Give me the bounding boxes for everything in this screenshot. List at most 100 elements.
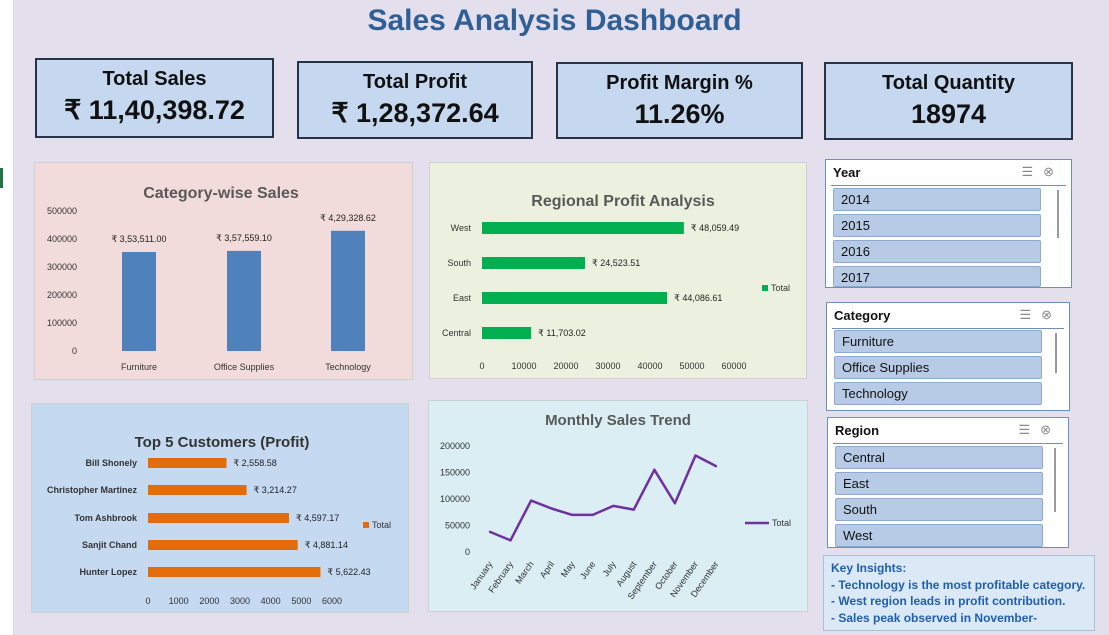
y-tick-label: 300000 xyxy=(47,262,77,272)
regional-profit-chart: Regional Profit Analysis West ₹ 48,059.49 S… xyxy=(429,162,807,379)
slicer-scrollbar[interactable] xyxy=(1057,190,1059,238)
page-title: Sales Analysis Dashboard xyxy=(367,4,742,37)
bar-customer xyxy=(148,485,247,495)
bar-office-supplies xyxy=(227,250,261,351)
x-tick-label: 60000 xyxy=(721,361,746,371)
clear-filter-icon[interactable]: ⊗ xyxy=(1040,422,1061,437)
regional-profit-plot: Regional Profit Analysis West ₹ 48,059.49 S… xyxy=(442,193,790,371)
slicer-item-2016[interactable]: 2016 xyxy=(833,240,1041,263)
x-tick-label: Office Supplies xyxy=(214,362,275,372)
kpi-value: ₹ 1,28,372.64 xyxy=(331,98,499,128)
bar-customer xyxy=(148,567,321,577)
kpi-total-quantity: Total Quantity 18974 xyxy=(824,62,1073,140)
data-point xyxy=(509,539,512,542)
legend-label: Total xyxy=(771,283,790,293)
region-slicer: Region ☰⊗ Central East South West xyxy=(827,417,1069,548)
series-line-total xyxy=(489,454,717,542)
kpi-total-sales: Total Sales ₹ 11,40,398.72 xyxy=(35,58,274,138)
x-tick-label: 10000 xyxy=(511,361,536,371)
insights-heading: Key Insights: xyxy=(831,561,907,575)
data-point xyxy=(591,513,594,517)
x-tick-label: 5000 xyxy=(291,596,311,606)
kpi-value: ₹ 11,40,398.72 xyxy=(64,95,245,125)
y-tick-label: 150000 xyxy=(440,468,470,478)
x-tick-label: April xyxy=(538,559,557,579)
data-label: ₹ 11,703.02 xyxy=(538,328,586,338)
slicer-item-central[interactable]: Central xyxy=(835,446,1043,469)
bar-customer xyxy=(148,513,289,523)
top-customers-chart: Top 5 Customers (Profit) Bill Shonely ₹ 2,… xyxy=(31,403,409,613)
data-label: ₹ 4,597.17 xyxy=(296,513,339,523)
multi-select-icon[interactable]: ☰ xyxy=(1019,307,1042,322)
x-tick-label: 30000 xyxy=(595,361,620,371)
data-label: ₹ 24,523.51 xyxy=(592,258,640,268)
slicer-item-2017[interactable]: 2017 xyxy=(833,266,1041,287)
kpi-total-profit: Total Profit ₹ 1,28,372.64 xyxy=(297,61,533,139)
x-tick-label: 6000 xyxy=(322,596,342,606)
data-label: ₹ 4,29,328.62 xyxy=(320,213,376,223)
y-tick-label: 400000 xyxy=(47,234,77,244)
data-label: ₹ 2,558.58 xyxy=(233,458,276,468)
slicer-item-west[interactable]: West xyxy=(835,524,1043,547)
data-label: ₹ 3,57,559.10 xyxy=(216,233,272,243)
slicer-title: Category xyxy=(834,308,891,323)
slicer-item-furniture[interactable]: Furniture xyxy=(834,330,1042,353)
y-tick-label: Bill Shonely xyxy=(85,458,137,468)
bar-technology xyxy=(331,230,365,351)
x-tick-label: 3000 xyxy=(230,596,250,606)
clear-filter-icon[interactable]: ⊗ xyxy=(1041,307,1062,322)
insight-line: - West region leads in profit contributi… xyxy=(831,594,1066,608)
slicer-item-2015[interactable]: 2015 xyxy=(833,214,1041,237)
legend-label: Total xyxy=(772,518,791,528)
x-tick-label: 40000 xyxy=(637,361,662,371)
chart-title: Top 5 Customers (Profit) xyxy=(135,434,310,451)
legend-swatch xyxy=(363,522,369,528)
category-slicer: Category ☰⊗ Furniture Office Supplies Te… xyxy=(826,302,1070,411)
data-point xyxy=(714,464,718,468)
year-slicer: Year ☰⊗ 2014 2015 2016 2017 xyxy=(825,159,1072,288)
x-tick-label: May xyxy=(559,559,577,579)
clear-filter-icon[interactable]: ⊗ xyxy=(1043,164,1064,179)
x-tick-label: Furniture xyxy=(121,362,157,372)
x-tick-label: 20000 xyxy=(553,361,578,371)
bar-west xyxy=(482,222,684,234)
data-point xyxy=(529,499,533,502)
x-tick-label: 1000 xyxy=(169,596,189,606)
x-tick-label: 0 xyxy=(479,361,484,371)
legend-swatch xyxy=(762,285,768,291)
slicer-item-2014[interactable]: 2014 xyxy=(833,188,1041,211)
bar-customer xyxy=(148,458,227,468)
key-insights-box: Key Insights: - Technology is the most p… xyxy=(823,555,1095,631)
slicer-title: Year xyxy=(833,165,861,180)
top-customers-plot: Top 5 Customers (Profit) Bill Shonely ₹ 2,… xyxy=(47,434,391,606)
y-tick-label: East xyxy=(453,293,472,303)
slicer-item-office-supplies[interactable]: Office Supplies xyxy=(834,356,1042,379)
x-tick-label: 0 xyxy=(145,596,150,606)
multi-select-icon[interactable]: ☰ xyxy=(1021,164,1044,179)
slicer-scrollbar[interactable] xyxy=(1055,333,1057,373)
kpi-value: 18974 xyxy=(910,99,987,129)
y-tick-label: 0 xyxy=(465,547,470,557)
bar-south xyxy=(482,257,585,269)
monthly-sales-plot: Monthly Sales Trend 0 50000 100000 150000 200… xyxy=(440,412,791,601)
data-label: ₹ 3,214.27 xyxy=(254,485,297,495)
multi-select-icon[interactable]: ☰ xyxy=(1018,422,1041,437)
slicer-item-east[interactable]: East xyxy=(835,472,1043,495)
x-tick-label: Technology xyxy=(325,362,371,372)
insight-line: - Technology is the most profitable cate… xyxy=(831,577,1086,592)
kpi-profit-margin: Profit Margin % 11.26% xyxy=(556,62,803,139)
y-tick-label: 50000 xyxy=(445,521,470,531)
chart-title: Category-wise Sales xyxy=(143,185,299,202)
x-tick-label: 2000 xyxy=(199,596,219,606)
x-tick-label: 50000 xyxy=(679,361,704,371)
data-point xyxy=(550,507,553,510)
kpi-label: Total Sales xyxy=(102,68,207,90)
slicer-item-technology[interactable]: Technology xyxy=(834,382,1042,405)
kpi-label: Total Quantity xyxy=(882,72,1015,94)
kpi-label: Profit Margin % xyxy=(606,72,753,94)
slicer-scrollbar[interactable] xyxy=(1054,448,1056,512)
data-label: ₹ 3,53,511.00 xyxy=(111,234,166,244)
chart-title: Monthly Sales Trend xyxy=(545,412,691,429)
data-point xyxy=(612,504,615,508)
slicer-item-south[interactable]: South xyxy=(835,498,1043,521)
